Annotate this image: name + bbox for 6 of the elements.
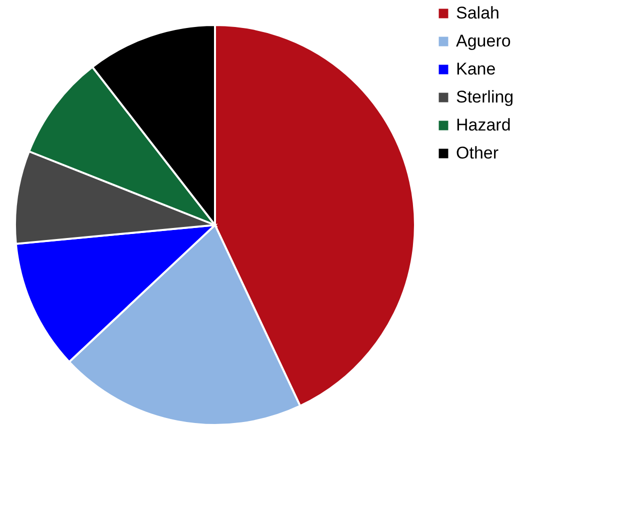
legend-label: Salah [456, 4, 500, 22]
legend-label: Aguero [456, 32, 511, 50]
legend-label: Other [456, 144, 499, 162]
legend-label: Kane [456, 60, 496, 78]
legend-label: Sterling [456, 88, 514, 106]
legend-label: Hazard [456, 116, 511, 134]
